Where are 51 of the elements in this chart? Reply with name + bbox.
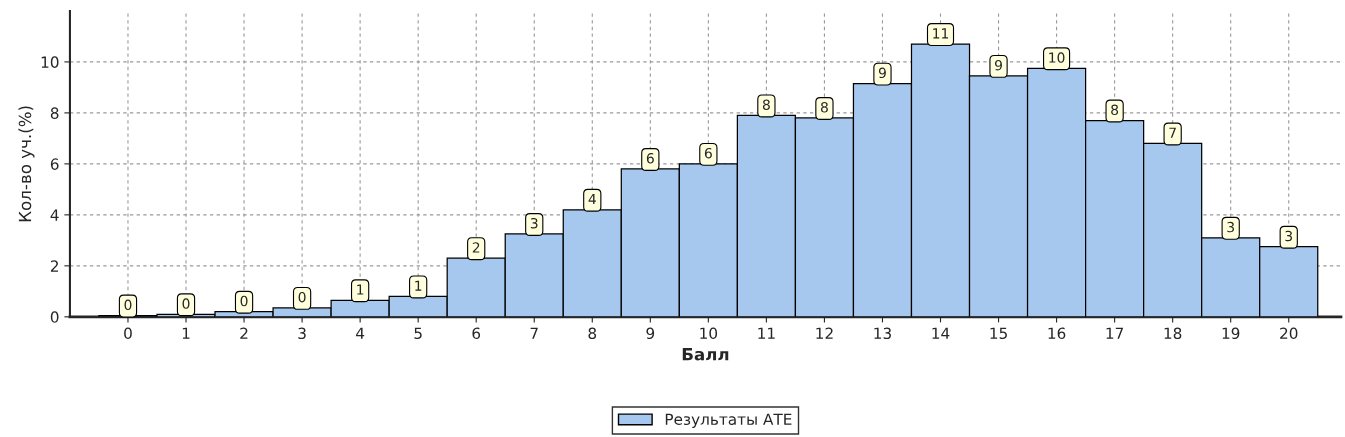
y-tick-label: 10: [41, 56, 59, 68]
data-label: 6: [704, 147, 712, 159]
data-label: 11: [933, 28, 949, 39]
x-tick-label: 2: [240, 327, 248, 339]
data-label: 10: [1049, 52, 1065, 63]
x-tick-label: 8: [588, 327, 597, 340]
data-label: 0: [182, 298, 190, 309]
y-tick-label: 6: [50, 158, 59, 170]
data-label: 2: [472, 242, 480, 253]
x-tick-label: 4: [356, 327, 365, 339]
y-tick-label: 4: [50, 209, 59, 221]
data-label: 3: [1227, 221, 1234, 233]
data-label: 3: [1285, 230, 1293, 242]
y-axis-title: Кол-во уч.(%): [18, 106, 35, 222]
data-label: 9: [995, 59, 1002, 71]
y-tick-label: 2: [50, 260, 58, 272]
x-tick-label: 16: [1048, 327, 1066, 340]
data-label: 0: [240, 295, 248, 307]
x-tick-label: 5: [414, 327, 422, 340]
data-label: 0: [298, 291, 306, 303]
x-tick-label: 20: [1280, 327, 1298, 340]
data-label: 1: [415, 280, 422, 291]
x-tick-label: 13: [874, 327, 891, 340]
x-tick-label: 14: [932, 327, 950, 339]
x-tick-label: 0: [124, 327, 132, 340]
x-tick-label: 12: [816, 327, 833, 339]
x-tick-label: 19: [1222, 327, 1240, 340]
data-label: 3: [530, 218, 538, 229]
data-label: 7: [1169, 127, 1176, 138]
data-label: 6: [646, 153, 654, 164]
x-tick-label: 10: [700, 327, 718, 340]
data-label: 0: [124, 299, 132, 311]
x-tick-label: 11: [758, 327, 775, 339]
data-label: 8: [820, 102, 828, 113]
x-tick-label: 3: [298, 327, 306, 340]
y-tick-label: 8: [50, 107, 59, 119]
data-label: 8: [1111, 104, 1119, 116]
x-tick-label: 7: [530, 327, 538, 339]
data-label: 9: [878, 67, 886, 79]
y-tick-label: 0: [50, 311, 59, 323]
data-label: 1: [357, 284, 364, 295]
x-tick-label: 9: [646, 327, 655, 340]
data-label: 8: [762, 99, 770, 110]
x-tick-label: 18: [1164, 327, 1182, 340]
data-label: 4: [588, 193, 596, 205]
x-tick-label: 1: [182, 327, 190, 339]
x-tick-label: 17: [1106, 327, 1124, 339]
x-axis-title: Балл: [682, 348, 729, 361]
legend-label: Результаты АТЕ: [665, 413, 792, 428]
x-tick-label: 15: [990, 327, 1007, 340]
x-tick-label: 6: [472, 327, 481, 340]
